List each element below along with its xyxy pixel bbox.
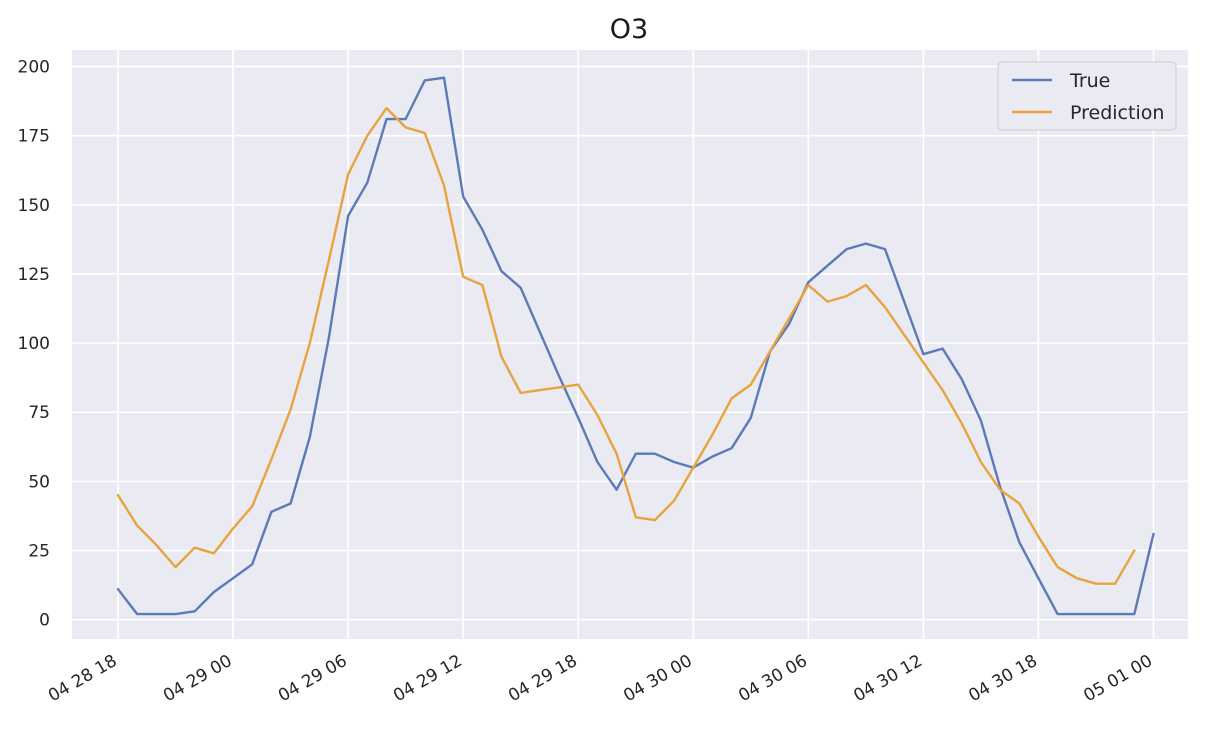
y-tick-label: 100 <box>18 334 50 354</box>
x-tick-label: 04 29 06 <box>275 651 351 706</box>
series-layer <box>116 76 1155 616</box>
x-tick-labels: 04 28 18 04 29 00 04 29 06 04 29 12 04 29 18… <box>45 651 1156 706</box>
series-line-prediction <box>116 106 1136 585</box>
x-tick-label: 04 29 18 <box>505 651 581 706</box>
x-tick-label: 04 30 18 <box>965 651 1041 706</box>
y-tick-labels: 0 25 50 75 100 125 150 175 200 <box>18 58 50 631</box>
y-tick-label: 25 <box>28 542 50 562</box>
plot-area <box>72 50 1188 639</box>
x-tick-label: 04 30 12 <box>850 651 926 706</box>
legend-label-true: True <box>1069 70 1110 92</box>
y-tick-label: 200 <box>18 58 50 78</box>
x-tick-label: 05 01 00 <box>1080 651 1156 706</box>
x-tick-label: 04 28 18 <box>45 651 121 706</box>
y-tick-label: 50 <box>28 472 50 492</box>
x-tick-label: 04 30 06 <box>735 651 811 706</box>
legend-label-prediction: Prediction <box>1070 102 1164 124</box>
y-tick-label: 125 <box>18 265 50 285</box>
chart-title: O3 <box>610 14 648 45</box>
y-tick-label: 175 <box>18 127 50 147</box>
legend: True Prediction <box>997 61 1177 131</box>
grid-layer <box>72 50 1188 639</box>
x-tick-label: 04 30 00 <box>620 651 696 706</box>
x-tick-label: 04 29 00 <box>160 651 236 706</box>
x-tick-label: 04 29 12 <box>390 651 466 706</box>
y-tick-label: 0 <box>39 611 50 631</box>
series-line-true <box>116 76 1155 616</box>
y-tick-label: 75 <box>28 403 50 423</box>
y-tick-label: 150 <box>18 196 50 216</box>
